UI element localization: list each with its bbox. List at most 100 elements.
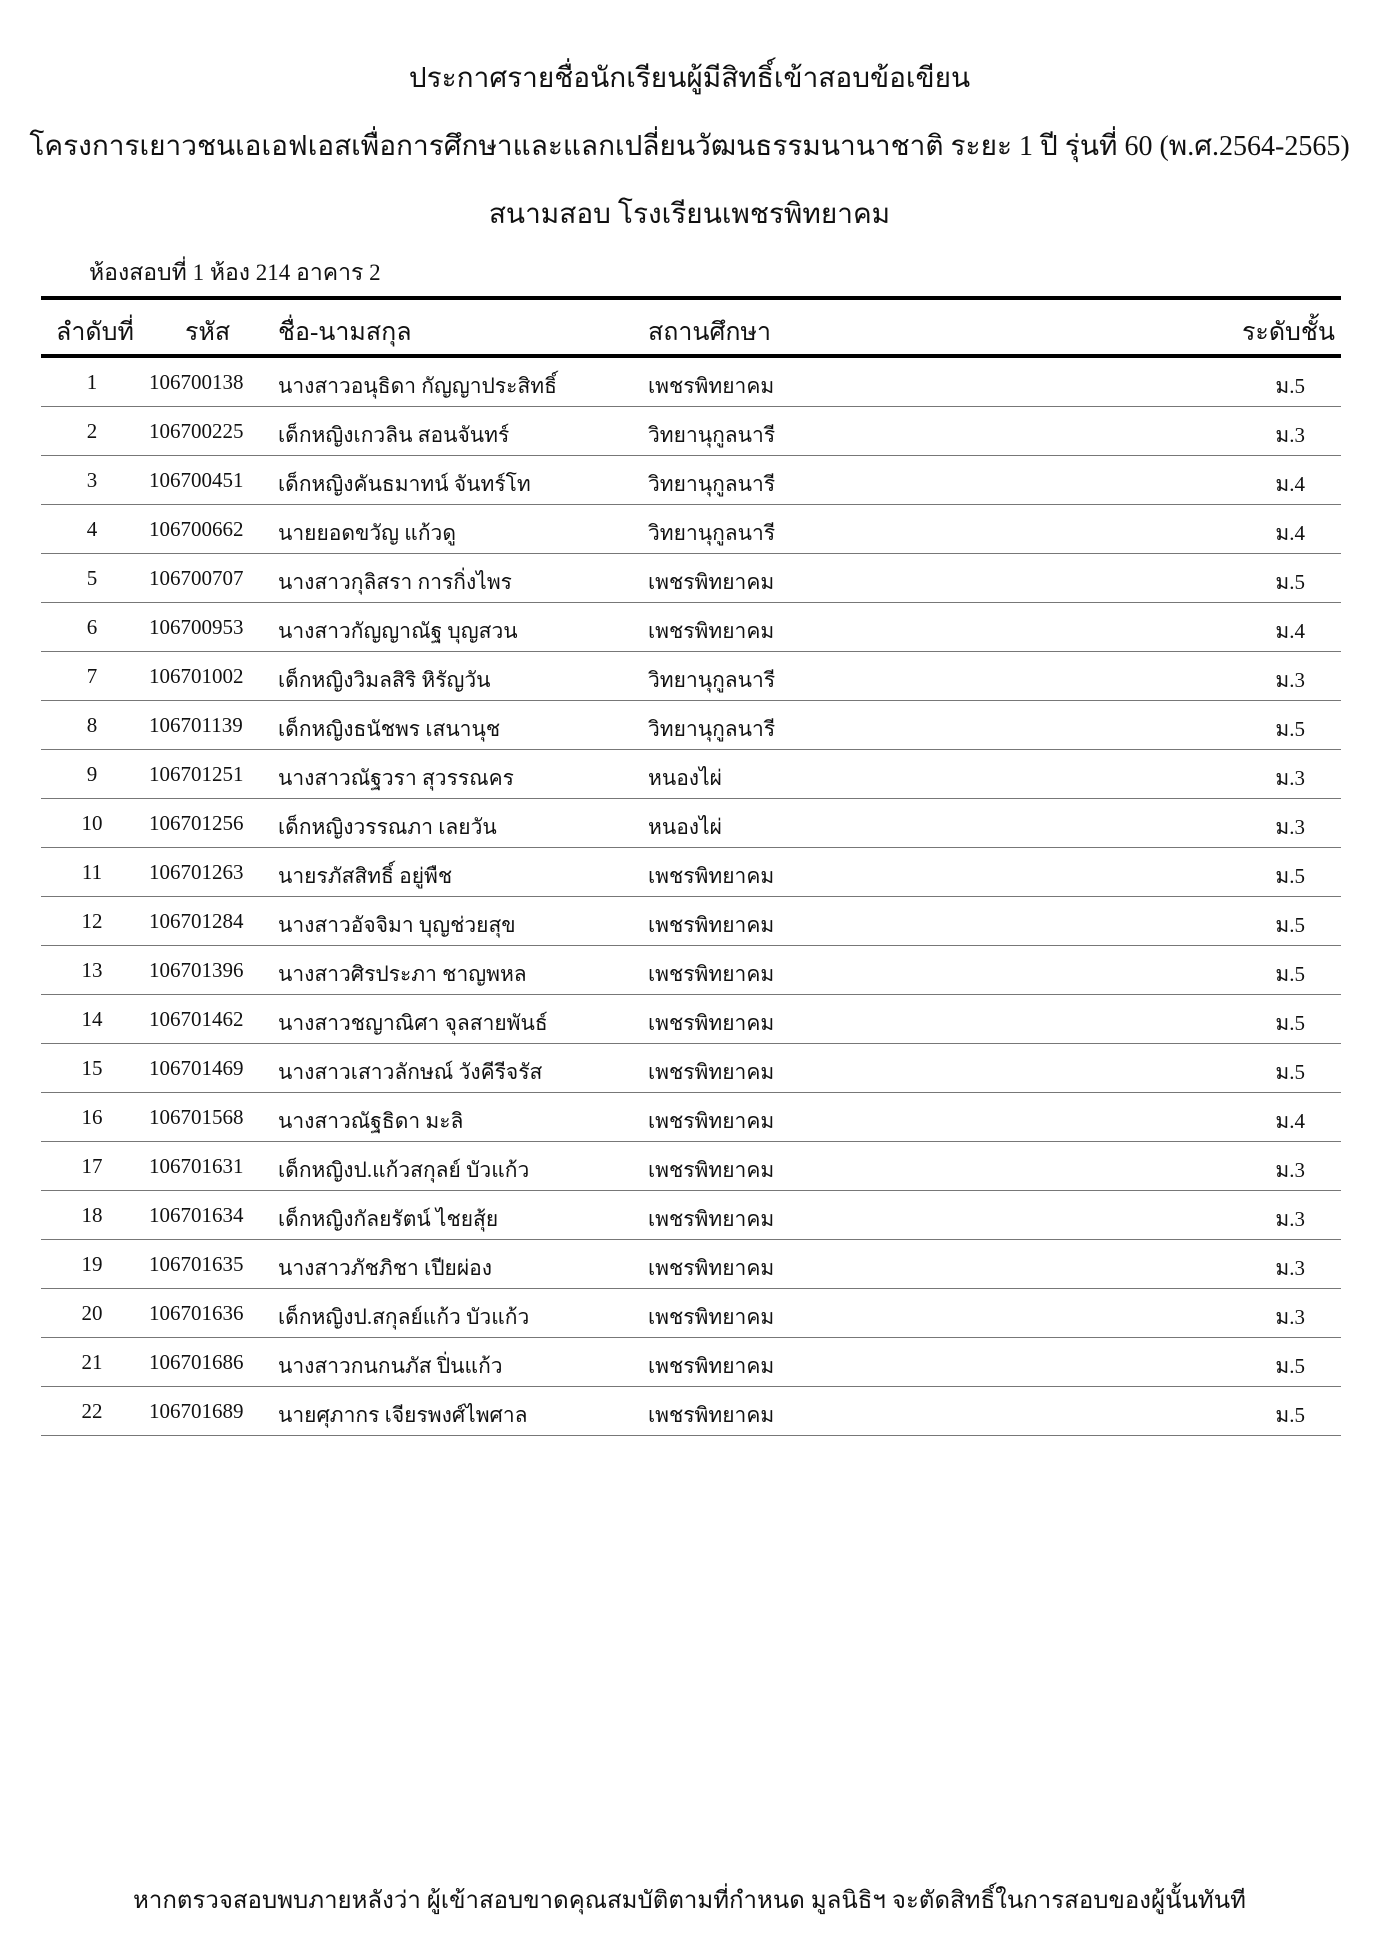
student-code: 106700451 bbox=[149, 468, 244, 492]
row-number: 4 bbox=[86, 517, 98, 541]
student-code: 106701462 bbox=[149, 1007, 244, 1031]
student-name: นางสาวกนกนภัส ปิ่นแก้ว bbox=[278, 1354, 503, 1378]
grade-level: ม.4 bbox=[1275, 1109, 1305, 1133]
table-row: 2 106700225 เด็กหญิงเกวลิน สอนจันทร์ วิทยาน… bbox=[41, 407, 1341, 456]
table-row: 3 106700451 เด็กหญิงคันธมาทน์ จันทร์โท วิทย… bbox=[41, 456, 1341, 505]
school-name: เพชรพิทยาคม bbox=[648, 1305, 775, 1329]
grade-level: ม.3 bbox=[1275, 1256, 1305, 1280]
school-name: เพชรพิทยาคม bbox=[648, 374, 775, 398]
school-name: เพชรพิทยาคม bbox=[648, 1403, 775, 1427]
school-name: หนองไผ่ bbox=[648, 815, 722, 839]
student-name: นางสาวอัจจิมา บุญช่วยสุข bbox=[278, 913, 516, 937]
table-row: 5 106700707 นางสาวกุลิสรา การกิ่งไพร เพชรพิ… bbox=[41, 554, 1341, 603]
col-header-code: รหัส bbox=[185, 319, 231, 346]
table-row: 6 106700953 นางสาวกัญญาณัฐ บุญสวน เพชรพิทยา… bbox=[41, 603, 1341, 652]
student-code: 106701002 bbox=[149, 664, 244, 688]
table-top-rule bbox=[41, 296, 1341, 300]
grade-level: ม.3 bbox=[1275, 423, 1305, 447]
school-name: วิทยานุกูลนารี bbox=[648, 423, 776, 447]
table-row: 18 106701634 เด็กหญิงกัลยรัตน์ ไชยสุ้ย เพชร… bbox=[41, 1191, 1341, 1240]
student-code: 106701396 bbox=[149, 958, 244, 982]
student-code: 106700138 bbox=[149, 370, 244, 394]
school-name: เพชรพิทยาคม bbox=[648, 1354, 775, 1378]
student-name: เด็กหญิงวรรณภา เลยวัน bbox=[278, 815, 497, 839]
row-number: 1 bbox=[86, 370, 98, 394]
student-code: 106701256 bbox=[149, 811, 244, 835]
grade-level: ม.5 bbox=[1275, 570, 1305, 594]
student-name: นายศุภากร เจียรพงศ์ไพศาล bbox=[278, 1403, 528, 1427]
student-code: 106700225 bbox=[149, 419, 244, 443]
student-code: 106701263 bbox=[149, 860, 244, 884]
table-row: 22 106701689 นายศุภากร เจียรพงศ์ไพศาล เพชรพ… bbox=[41, 1387, 1341, 1436]
row-number: 7 bbox=[86, 664, 98, 688]
school-name: เพชรพิทยาคม bbox=[648, 1060, 775, 1084]
student-name: นางสาวกุลิสรา การกิ่งไพร bbox=[278, 570, 512, 594]
col-header-name: ชื่อ-นามสกุล bbox=[278, 319, 412, 346]
student-name: เด็กหญิงเกวลิน สอนจันทร์ bbox=[278, 423, 510, 447]
table-row: 17 106701631 เด็กหญิงป.แก้วสกุลย์ บัวแก้ว เ… bbox=[41, 1142, 1341, 1191]
school-name: เพชรพิทยาคม bbox=[648, 1207, 775, 1231]
student-name: นางสาวศิรประภา ชาญพหล bbox=[278, 962, 527, 986]
row-number: 12 bbox=[81, 909, 103, 933]
table-row: 20 106701636 เด็กหญิงป.สกุลย์แก้ว บัวแก้ว เ… bbox=[41, 1289, 1341, 1338]
student-name: เด็กหญิงธนัชพร เสนานุช bbox=[278, 717, 501, 741]
student-code: 106701636 bbox=[149, 1301, 244, 1325]
school-name: วิทยานุกูลนารี bbox=[648, 668, 776, 692]
exam-room-info: ห้องสอบที่ 1 ห้อง 214 อาคาร 2 bbox=[89, 260, 381, 285]
student-code: 106701631 bbox=[149, 1154, 244, 1178]
col-header-number: ลำดับที่ bbox=[56, 319, 134, 346]
row-number: 13 bbox=[81, 958, 103, 982]
grade-level: ม.4 bbox=[1275, 619, 1305, 643]
student-code: 106700953 bbox=[149, 615, 244, 639]
student-code: 106700662 bbox=[149, 517, 244, 541]
row-number: 19 bbox=[81, 1252, 103, 1276]
row-number: 10 bbox=[81, 811, 103, 835]
table-row: 14 106701462 นางสาวชญาณิศา จุลสายพันธ์ เพชร… bbox=[41, 995, 1341, 1044]
row-number: 3 bbox=[86, 468, 98, 492]
grade-level: ม.4 bbox=[1275, 521, 1305, 545]
table-row: 9 106701251 นางสาวณัฐวรา สุวรรณคร หนองไผ่ ม.… bbox=[41, 750, 1341, 799]
school-name: เพชรพิทยาคม bbox=[648, 864, 775, 888]
school-name: เพชรพิทยาคม bbox=[648, 570, 775, 594]
grade-level: ม.5 bbox=[1275, 1403, 1305, 1427]
grade-level: ม.5 bbox=[1275, 1354, 1305, 1378]
student-code: 106700707 bbox=[149, 566, 244, 590]
school-name: วิทยานุกูลนารี bbox=[648, 472, 776, 496]
school-name: เพชรพิทยาคม bbox=[648, 1256, 775, 1280]
grade-level: ม.5 bbox=[1275, 913, 1305, 937]
student-name: เด็กหญิงคันธมาทน์ จันทร์โท bbox=[278, 472, 531, 496]
student-code: 106701251 bbox=[149, 762, 244, 786]
table-row: 12 106701284 นางสาวอัจจิมา บุญช่วยสุข เพชรพ… bbox=[41, 897, 1341, 946]
table-row: 15 106701469 นางสาวเสาวลักษณ์ วังคีรีจรัส เ… bbox=[41, 1044, 1341, 1093]
table-row: 21 106701686 นางสาวกนกนภัส ปิ่นแก้ว เพชรพิท… bbox=[41, 1338, 1341, 1387]
student-code: 106701568 bbox=[149, 1105, 244, 1129]
row-number: 21 bbox=[81, 1350, 103, 1374]
row-number: 16 bbox=[81, 1105, 103, 1129]
student-name: นายรภัสสิทธิ์ อยู่พืช bbox=[278, 864, 453, 888]
program-title: โครงการเยาวชนเอเอฟเอสเพื่อการศึกษาและแลก… bbox=[29, 131, 1350, 162]
grade-level: ม.3 bbox=[1275, 668, 1305, 692]
student-name: นางสาวชญาณิศา จุลสายพันธ์ bbox=[278, 1011, 548, 1035]
table-row: 4 106700662 นายยอดขวัญ แก้วดู วิทยานุกูลนาร… bbox=[41, 505, 1341, 554]
student-table-body: 1 106700138 นางสาวอนุธิดา กัญญาประสิทธิ์ เพ… bbox=[41, 358, 1341, 1436]
student-code: 106701635 bbox=[149, 1252, 244, 1276]
col-header-level: ระดับชั้น bbox=[1241, 319, 1335, 346]
footer-note: หากตรวจสอบพบภายหลังว่า ผู้เข้าสอบขาดคุณส… bbox=[133, 1888, 1246, 1914]
school-name: เพชรพิทยาคม bbox=[648, 1011, 775, 1035]
table-row: 19 106701635 นางสาวภัชภิชา เปียผ่อง เพชรพิท… bbox=[41, 1240, 1341, 1289]
row-number: 22 bbox=[81, 1399, 103, 1423]
student-code: 106701686 bbox=[149, 1350, 244, 1374]
grade-level: ม.5 bbox=[1275, 717, 1305, 741]
row-number: 8 bbox=[86, 713, 98, 737]
grade-level: ม.3 bbox=[1275, 1207, 1305, 1231]
student-code: 106701634 bbox=[149, 1203, 244, 1227]
grade-level: ม.3 bbox=[1275, 766, 1305, 790]
student-code: 106701139 bbox=[149, 713, 243, 737]
table-header-rule bbox=[41, 354, 1341, 358]
student-name: เด็กหญิงวิมลสิริ หิรัญวัน bbox=[278, 668, 491, 692]
grade-level: ม.5 bbox=[1275, 1011, 1305, 1035]
row-number: 20 bbox=[81, 1301, 103, 1325]
school-name: เพชรพิทยาคม bbox=[648, 1109, 775, 1133]
table-row: 10 106701256 เด็กหญิงวรรณภา เลยวัน หนองไผ่ ม… bbox=[41, 799, 1341, 848]
row-number: 9 bbox=[86, 762, 98, 786]
